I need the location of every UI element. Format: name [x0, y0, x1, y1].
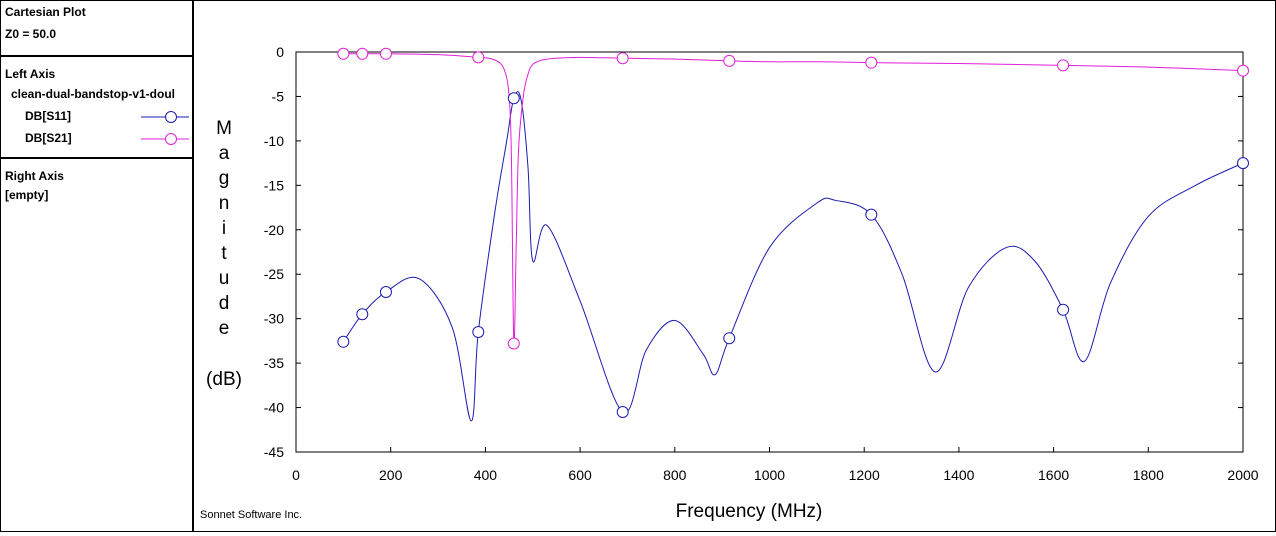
y-tick-label: -10 — [264, 133, 284, 149]
data-point-dbs21[interactable] — [337, 47, 350, 60]
data-point-dbs21[interactable] — [379, 47, 392, 60]
right-axis-value: [empty] — [5, 188, 49, 202]
data-point-dbs21[interactable] — [723, 54, 736, 67]
legend-label-s11: DB[S11] — [25, 109, 72, 123]
y-axis-label-letter: a — [219, 143, 230, 164]
plot-box — [295, 51, 1244, 453]
y-tick-label: -15 — [264, 177, 284, 193]
legend-line-s21-icon — [141, 133, 189, 145]
y-tick-label: -35 — [264, 355, 284, 371]
x-tick-label: 600 — [568, 467, 592, 483]
data-point-dbs11[interactable] — [1057, 303, 1070, 316]
y-axis-label-letter: n — [219, 193, 230, 214]
data-point-dbs11[interactable] — [337, 335, 350, 348]
left-axis-title: Left Axis — [5, 67, 56, 81]
data-point-dbs11[interactable] — [723, 332, 736, 345]
plot-area[interactable]: 0 -5 -10 -15 -20 -25 -30 -35 -40 -45 0 200 400 600 80… — [194, 1, 1274, 531]
data-point-dbs21[interactable] — [1057, 59, 1070, 72]
y-tick-label: -20 — [264, 222, 284, 238]
right-axis-title: Right Axis — [5, 169, 64, 183]
x-tick-label: 1600 — [1038, 467, 1069, 483]
y-tick-label: -40 — [264, 400, 284, 416]
left-axis-file[interactable]: clean-dual-bandstop-v1-doul — [11, 87, 176, 101]
data-point-dbs21[interactable] — [507, 337, 520, 350]
y-axis-label-letter: g — [219, 168, 230, 189]
y-axis-label-letter: e — [219, 318, 230, 339]
y-axis-label-letter: t — [221, 243, 227, 264]
x-tick-label: 1000 — [754, 467, 785, 483]
x-axis-label: Frequency (MHz) — [676, 501, 823, 522]
legend-line-s11-icon — [141, 111, 189, 123]
y-axis-label-letter: M — [216, 118, 232, 139]
plot-info-panel: Cartesian Plot Z0 = 50.0 — [1, 1, 192, 57]
data-point-dbs11[interactable] — [472, 326, 485, 338]
data-point-dbs11[interactable] — [616, 406, 629, 418]
x-tick-label: 800 — [663, 467, 687, 483]
legend-entry-s21[interactable]: DB[S21] — [1, 129, 192, 149]
chart-svg[interactable]: 0 -5 -10 -15 -20 -25 -30 -35 -40 -45 0 200 400 600 80… — [194, 1, 1274, 531]
legend-entry-s11[interactable]: DB[S11] — [1, 107, 192, 127]
x-tick-label: 1200 — [849, 467, 880, 483]
data-point-dbs21[interactable] — [1237, 64, 1249, 77]
data-point-dbs21[interactable] — [472, 51, 485, 64]
x-tick-label: 400 — [474, 467, 498, 483]
data-point-dbs11[interactable] — [865, 208, 878, 221]
x-tick-label: 0 — [292, 467, 300, 483]
data-point-dbs21[interactable] — [616, 52, 629, 65]
left-axis-panel: Left Axis clean-dual-bandstop-v1-doul DB… — [1, 57, 192, 159]
y-tick-label: -45 — [264, 444, 284, 460]
data-point-dbs11[interactable] — [356, 308, 369, 321]
y-tick-label: -25 — [264, 266, 284, 282]
y-axis-label-letter: i — [222, 218, 226, 239]
legend-label-s21: DB[S21] — [25, 131, 72, 145]
y-axis-label-letter: d — [219, 293, 230, 314]
data-point-dbs11[interactable] — [379, 286, 392, 298]
x-tick-label: 2000 — [1227, 467, 1258, 483]
data-point-dbs21[interactable] — [356, 47, 369, 60]
x-tick-label: 1400 — [943, 467, 974, 483]
data-point-dbs11[interactable] — [1237, 157, 1249, 170]
plot-title: Cartesian Plot — [5, 5, 86, 19]
data-point-dbs11[interactable] — [507, 92, 520, 105]
credit-text: Sonnet Software Inc. — [200, 509, 302, 521]
y-axis-label-letter: u — [219, 268, 230, 289]
y-tick-label: -30 — [264, 311, 284, 327]
y-axis-unit-label: (dB) — [206, 369, 242, 390]
legend-sidebar: Cartesian Plot Z0 = 50.0 Left Axis clean… — [1, 1, 194, 531]
y-tick-label: 0 — [276, 44, 284, 60]
x-tick-label: 200 — [379, 467, 403, 483]
z0-label: Z0 = 50.0 — [5, 27, 57, 41]
x-tick-label: 1800 — [1133, 467, 1164, 483]
y-tick-label: -5 — [272, 88, 285, 104]
data-point-dbs21[interactable] — [865, 56, 878, 69]
